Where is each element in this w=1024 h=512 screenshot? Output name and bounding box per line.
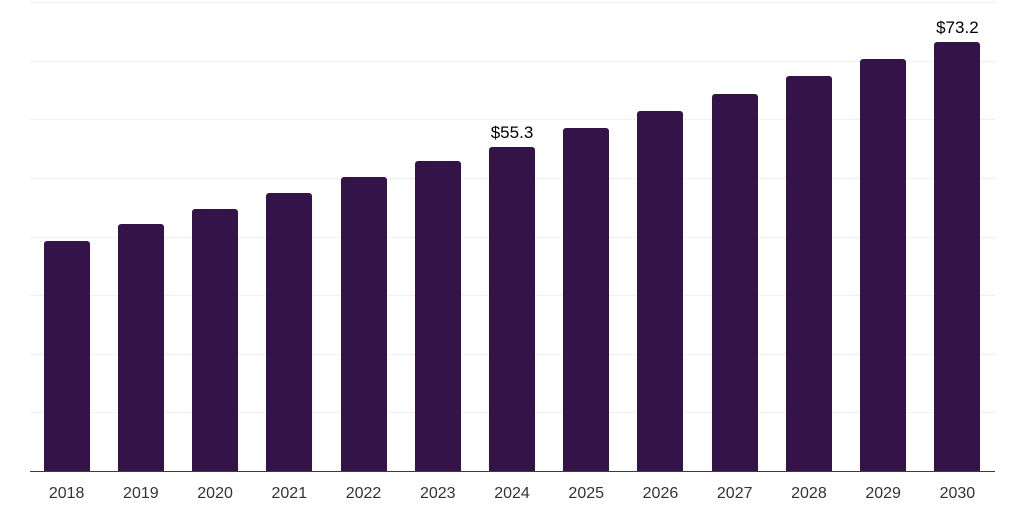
x-tick-label-2028: 2028 xyxy=(791,485,827,502)
bar-2022 xyxy=(340,176,387,471)
bar-2019 xyxy=(117,224,164,471)
bar-2021 xyxy=(266,193,313,471)
x-tick-label-2027: 2027 xyxy=(716,485,753,502)
x-tick-label-2026: 2026 xyxy=(642,485,679,502)
x-tick-label-2018: 2018 xyxy=(48,485,85,502)
bar-value-label-2030: $73.2 xyxy=(936,17,979,37)
bar-2029 xyxy=(860,58,907,471)
gridline xyxy=(29,119,995,121)
x-tick-label-2024: 2024 xyxy=(494,485,530,502)
gridline xyxy=(29,2,995,3)
gridline xyxy=(29,60,995,62)
bar-2023 xyxy=(414,160,461,471)
bar-2024 xyxy=(489,146,535,471)
bar-value-label-2024: $55.3 xyxy=(490,122,534,142)
bar-2020 xyxy=(192,208,239,471)
bar-2030 xyxy=(934,41,981,471)
x-tick-label-2021: 2021 xyxy=(271,485,308,502)
x-tick-label-2029: 2029 xyxy=(865,485,901,502)
x-tick-label-2019: 2019 xyxy=(123,485,159,502)
x-tick-label-2025: 2025 xyxy=(568,485,605,502)
bar-2028 xyxy=(785,76,832,471)
x-tick-label-2030: 2030 xyxy=(939,485,976,502)
bar-2025 xyxy=(563,128,610,471)
x-tick-label-2022: 2022 xyxy=(345,485,382,502)
x-tick-label-2020: 2020 xyxy=(197,485,233,502)
bar-2027 xyxy=(711,94,758,471)
bar-2026 xyxy=(637,111,684,471)
bar-2018 xyxy=(43,241,90,471)
x-tick-label-2023: 2023 xyxy=(419,485,456,502)
x-axis-line xyxy=(29,470,995,472)
